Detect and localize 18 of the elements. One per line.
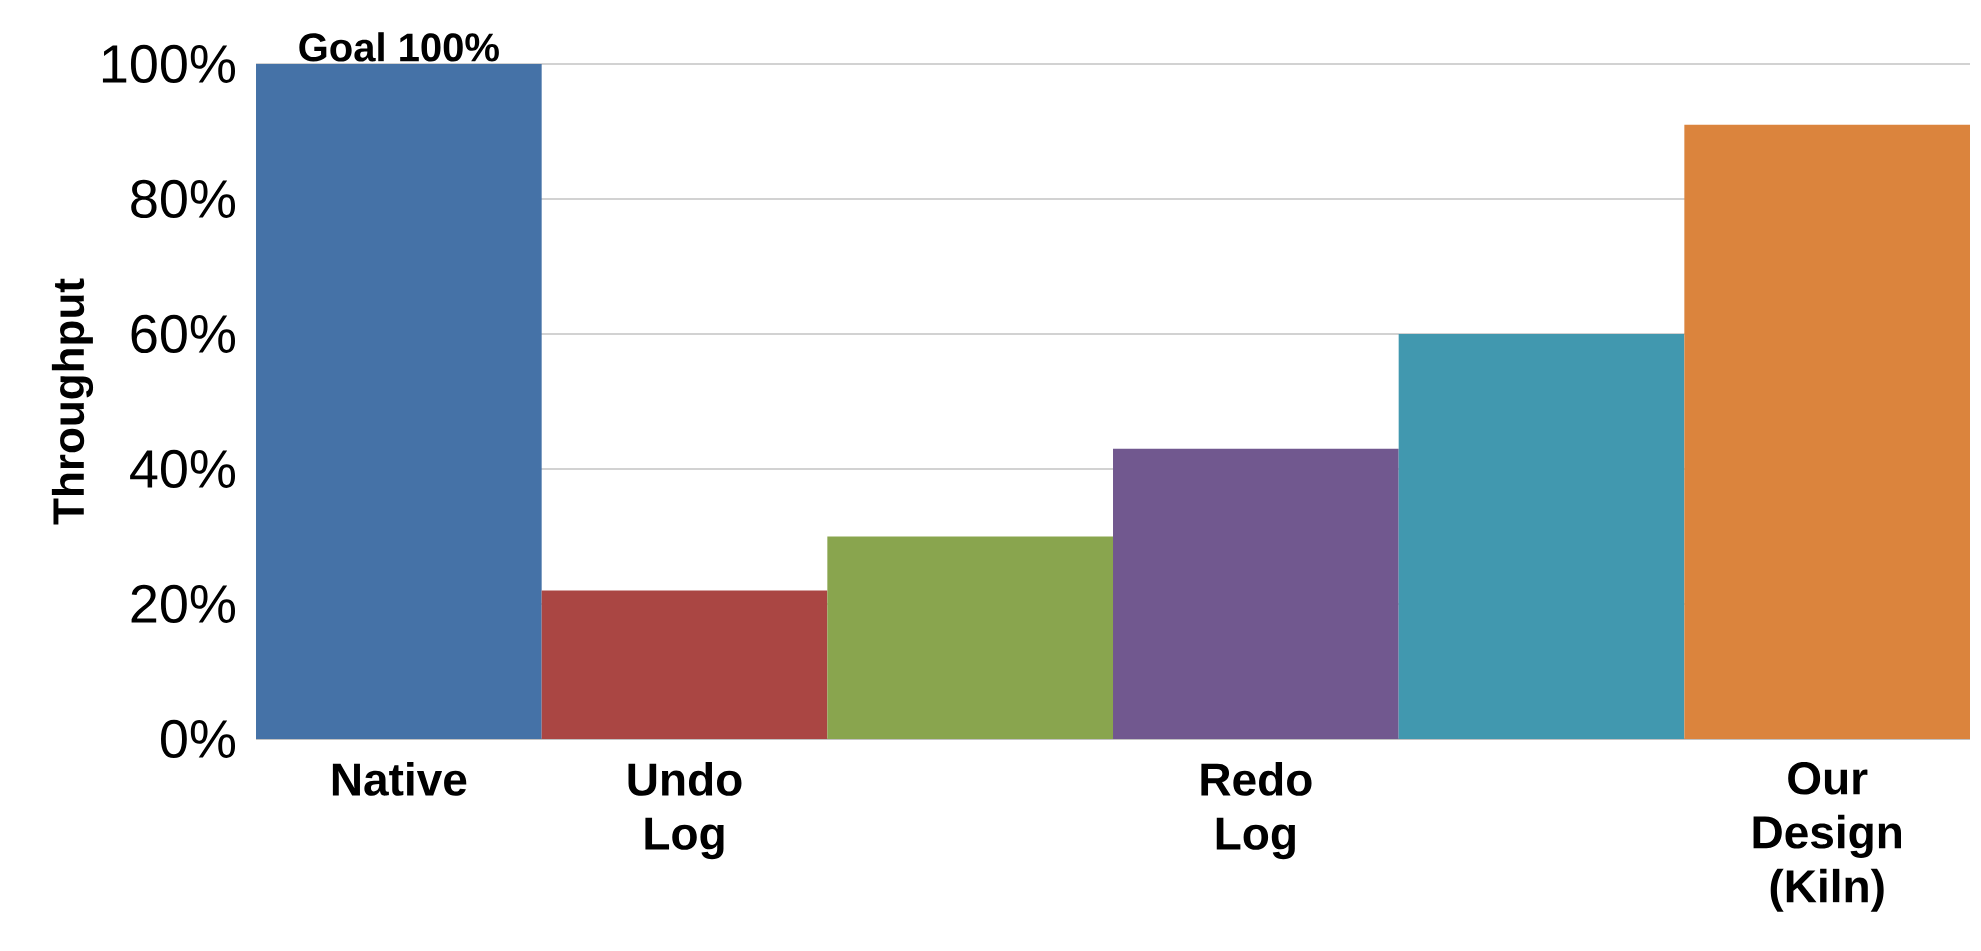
y-tick-label: 40% [130,449,236,489]
y-tick-label: 20% [131,584,236,624]
bar [1113,448,1399,739]
y-tick-label: 80% [131,179,236,219]
x-tick-label: Our Design (Kiln) [1753,762,1901,912]
x-tick-label: Redo Log [1201,762,1312,860]
bar [256,63,542,739]
annotation: Goal 100% [299,32,499,62]
bar [1398,333,1685,739]
y-axis-title: Throughput [51,278,94,525]
y-tick-label: 0% [160,719,236,759]
x-tick-label: Undo Log [628,762,742,860]
bar [827,536,1114,739]
bar [1684,124,1971,739]
y-tick-label: 100% [102,44,236,84]
x-tick-label: Native [332,762,467,796]
y-tick-label: 60% [131,314,236,354]
bar [541,590,828,739]
